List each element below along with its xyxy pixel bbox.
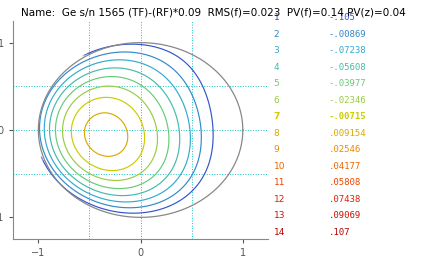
Text: 9: 9 xyxy=(273,145,279,154)
Text: -.00869: -.00869 xyxy=(329,30,366,39)
Text: .09069: .09069 xyxy=(329,211,361,220)
Text: 10: 10 xyxy=(273,162,285,171)
Text: 4: 4 xyxy=(273,63,279,72)
Text: -.105: -.105 xyxy=(329,14,356,22)
Text: -.00715: -.00715 xyxy=(329,112,366,121)
Text: 13: 13 xyxy=(273,211,285,220)
Text: .009154: .009154 xyxy=(329,129,366,138)
Text: .02546: .02546 xyxy=(329,145,361,154)
Text: -.03977: -.03977 xyxy=(329,79,366,88)
Text: .07438: .07438 xyxy=(329,195,361,204)
Text: -.07238: -.07238 xyxy=(329,46,366,55)
Text: 14: 14 xyxy=(273,228,285,237)
Text: .04177: .04177 xyxy=(329,162,361,171)
Text: 5: 5 xyxy=(273,79,279,88)
Text: 1: 1 xyxy=(273,14,279,22)
Text: 8: 8 xyxy=(273,129,279,138)
Text: .107: .107 xyxy=(329,228,350,237)
Text: 6: 6 xyxy=(273,96,279,105)
Text: 2: 2 xyxy=(273,30,279,39)
Text: Name:  Ge s/n 1565 (TF)-(RF)*0.09  RMS(f)=0.023  PV(f)=0.14 PV(z)=0.04: Name: Ge s/n 1565 (TF)-(RF)*0.09 RMS(f)=… xyxy=(20,8,406,18)
Text: 11: 11 xyxy=(273,178,285,187)
Text: 12: 12 xyxy=(273,195,285,204)
Text: 7: 7 xyxy=(273,112,280,121)
Text: .05808: .05808 xyxy=(329,178,361,187)
Text: -.05608: -.05608 xyxy=(329,63,366,72)
Text: 3: 3 xyxy=(273,46,279,55)
Text: -.02346: -.02346 xyxy=(329,96,366,105)
